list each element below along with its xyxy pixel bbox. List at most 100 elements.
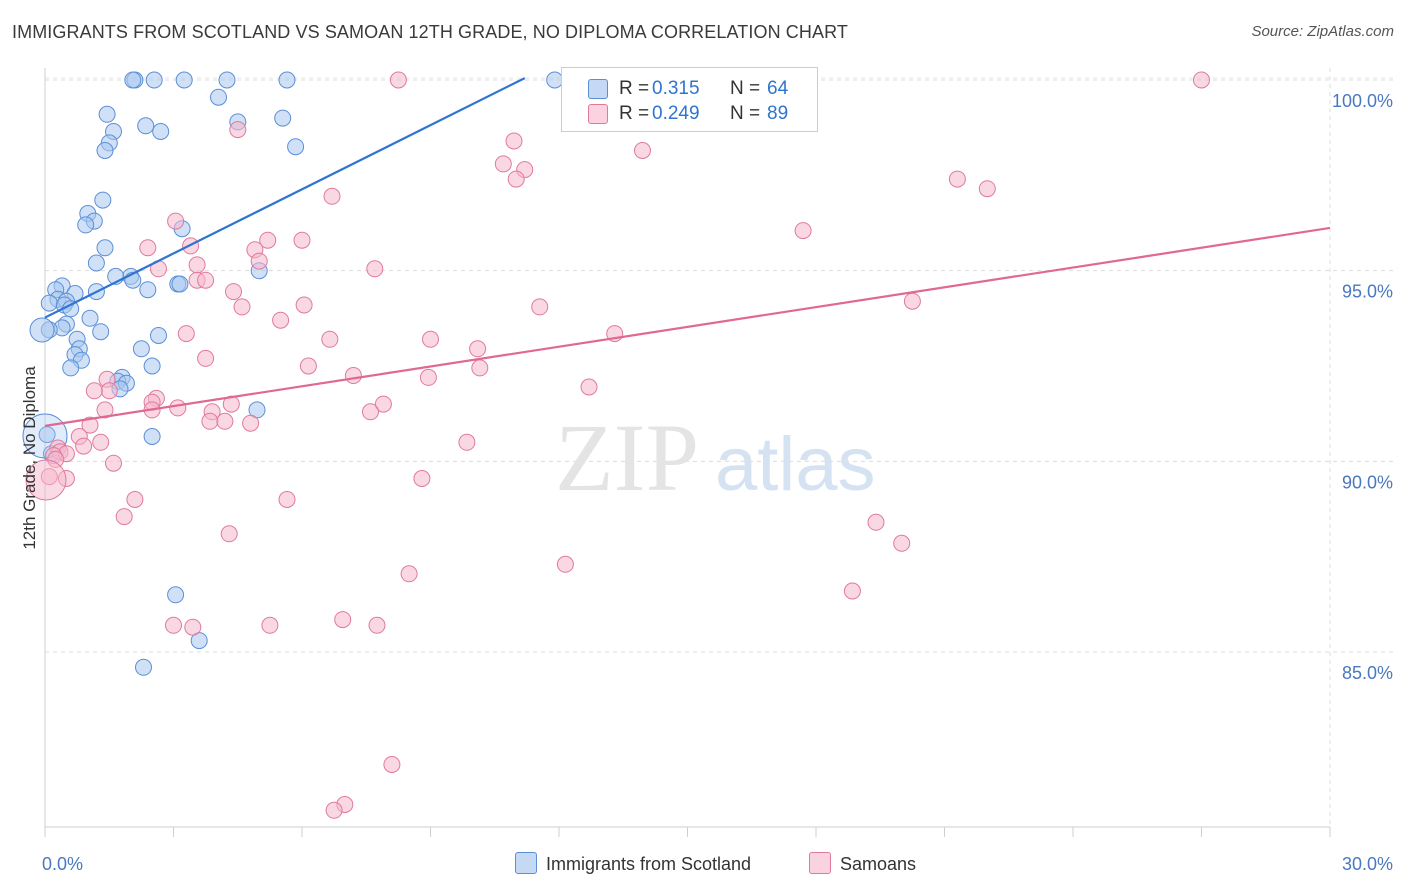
samoans-point xyxy=(184,618,202,636)
samoans-point xyxy=(259,231,277,249)
samoans-point xyxy=(843,582,861,600)
samoans-point xyxy=(374,395,392,413)
samoans-point xyxy=(25,459,67,501)
samoans-point xyxy=(126,491,144,508)
legend-series1-label: Immigrants from Scotland xyxy=(546,854,752,874)
samoans-point xyxy=(85,382,103,400)
legend-row-scotland: R = 0.315 N = 64 xyxy=(562,76,817,102)
source-label: Source: ZipAtlas.com xyxy=(1251,23,1394,40)
samoans-point xyxy=(272,311,290,329)
x-tick-label: 30.0% xyxy=(1342,854,1393,874)
samoans-point xyxy=(165,616,182,634)
samoans-point xyxy=(115,508,133,526)
samoans-point xyxy=(978,180,996,198)
samoans-point xyxy=(893,534,911,552)
samoans-point xyxy=(177,325,195,343)
samoans-point xyxy=(1193,71,1210,89)
scotland-point xyxy=(98,105,116,123)
samoans-point xyxy=(323,187,341,205)
samoans-point xyxy=(422,330,439,348)
scotland-point xyxy=(124,71,142,89)
samoans-point xyxy=(139,239,157,257)
samoans-point xyxy=(321,330,339,348)
samoans-point xyxy=(471,359,489,377)
scotland-point xyxy=(135,658,152,676)
scotland-point xyxy=(152,123,170,140)
samoans-point xyxy=(419,368,437,386)
bottom-legend-samoans: Samoans xyxy=(809,852,916,875)
samoans-point xyxy=(197,349,215,367)
samoans-point xyxy=(233,298,251,316)
scotland-point xyxy=(137,117,155,135)
y-tick-label: 85.0% xyxy=(1342,663,1393,683)
scotland-point xyxy=(87,254,105,272)
scotland-point xyxy=(210,88,227,106)
samoans-point xyxy=(96,401,114,419)
legend-n-value: 89 xyxy=(767,103,789,124)
samoans-point xyxy=(334,611,352,629)
scotland-point xyxy=(81,309,99,327)
samoans-point xyxy=(295,296,313,314)
legend-r-value: 0.315 xyxy=(652,78,700,99)
samoans-point xyxy=(197,271,215,289)
samoans-point xyxy=(362,403,379,421)
samoans-point xyxy=(494,155,512,173)
samoans-point xyxy=(220,525,238,543)
samoans-point xyxy=(188,256,206,274)
samoans-point xyxy=(81,416,99,434)
samoans-point xyxy=(92,433,110,451)
legend-n-label: N = xyxy=(730,78,761,99)
samoans-point xyxy=(201,412,219,430)
scotland-point xyxy=(143,428,161,445)
scotland-point xyxy=(94,191,112,209)
samoans-point xyxy=(344,367,362,384)
legend-n-value: 64 xyxy=(767,78,789,99)
samoans-point xyxy=(100,382,118,400)
watermark-atlas: atlas xyxy=(715,422,876,507)
trend-lines xyxy=(44,77,1331,427)
legend-swatch-pink xyxy=(809,852,831,874)
samoans-point xyxy=(580,378,598,396)
y-tick-label: 90.0% xyxy=(1342,472,1393,492)
scotland-point xyxy=(132,340,150,358)
scotland-trend-line xyxy=(44,77,526,319)
scotland-point xyxy=(171,275,189,293)
samoans-point xyxy=(469,340,487,358)
samoans-point xyxy=(903,292,921,310)
scotland-point xyxy=(287,138,305,156)
scotland-point xyxy=(62,359,80,377)
legend-r-value: 0.249 xyxy=(652,103,700,124)
legend-swatch-pink xyxy=(588,104,608,124)
samoans-point xyxy=(250,252,268,270)
legend-series2-label: Samoans xyxy=(840,854,917,874)
scotland-point xyxy=(96,142,114,159)
samoans-point xyxy=(634,142,651,159)
scotland-point xyxy=(77,216,95,234)
samoans-point xyxy=(169,399,187,417)
scotland-point xyxy=(96,239,114,257)
legend-row-samoans: R = 0.249 N = 89 xyxy=(562,101,817,127)
scotland-point xyxy=(62,300,80,318)
samoans-point xyxy=(383,756,401,773)
scotland-point xyxy=(145,71,163,89)
samoans-point xyxy=(458,433,476,451)
scotland-point xyxy=(139,281,157,299)
scotland-point xyxy=(274,109,292,127)
axes xyxy=(44,68,1331,837)
scotland-point xyxy=(150,327,167,344)
samoans-point xyxy=(400,565,418,583)
legend-swatch-blue xyxy=(515,852,537,874)
bottom-legend-scotland: Immigrants from Scotland xyxy=(515,852,751,875)
samoans-point xyxy=(242,414,260,432)
x-tick-label: 0.0% xyxy=(42,854,83,874)
samoans-point xyxy=(167,212,185,230)
samoans-point xyxy=(507,170,525,188)
samoans-point xyxy=(366,260,384,278)
samoans-point xyxy=(293,231,311,249)
samoans-point xyxy=(216,412,234,430)
samoans-point xyxy=(389,71,407,89)
watermark: ZIP atlas xyxy=(555,404,876,511)
samoans-point xyxy=(413,470,431,487)
y-tick-label: 95.0% xyxy=(1342,282,1393,302)
